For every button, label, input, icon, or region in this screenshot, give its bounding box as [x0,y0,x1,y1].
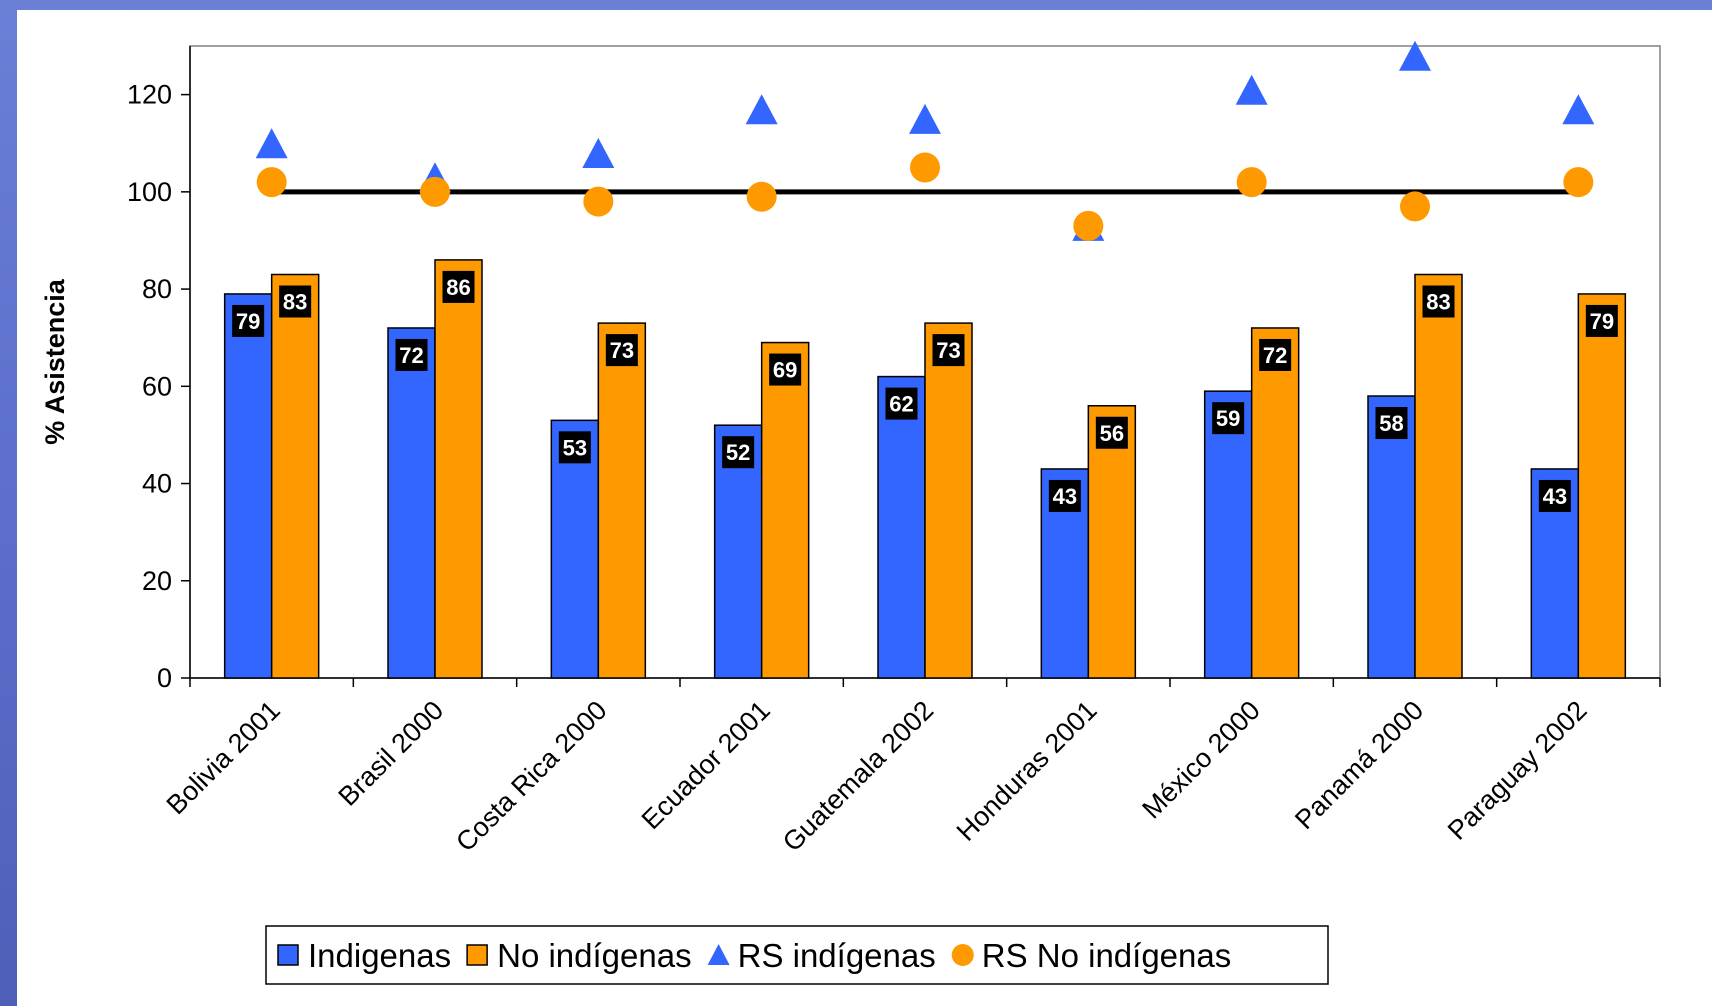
data-label: 52 [726,440,750,465]
data-label: 83 [283,289,307,314]
data-label: 58 [1379,411,1403,436]
data-label: 53 [563,435,587,460]
bar-no-indigenas [1087,405,1137,679]
data-label: 43 [1543,484,1567,509]
y-tick-label: 120 [127,80,172,110]
legend-item-rs-no-indigenas-label: RS No indígenas [982,937,1231,974]
rs-no-indigenas-marker [1400,191,1430,222]
data-label-box [1212,402,1245,435]
bar-no-indigenas [1577,293,1627,679]
data-label-box [722,436,755,469]
data-label: 72 [399,343,423,368]
legend [265,925,1329,985]
x-tick-label: Bolivia 2001 [161,695,286,820]
data-label: 62 [889,392,913,417]
data-label: 69 [773,358,797,383]
data-label-box [1048,479,1081,512]
x-tick-label: Honduras 2001 [951,695,1103,847]
legend-item-rs-no-indigenas-swatch [951,944,974,966]
y-axis-title: % Asistencia [40,278,70,445]
data-label: 72 [1263,343,1287,368]
data-label-box [442,270,475,303]
data-label: 73 [936,338,960,363]
data-label-box [932,334,965,367]
data-label: 59 [1216,406,1240,431]
bar-indigenas [1203,390,1253,679]
x-tick-label: Panamá 2000 [1289,695,1429,835]
legend-item-no-indigenas-label: No indígenas [497,937,691,974]
bar-indigenas [387,327,436,679]
bar-no-indigenas [434,259,483,679]
rs-no-indigenas-marker [1073,210,1104,241]
rs-no-indigenas-marker [256,167,287,198]
bar-no-indigenas [1250,327,1300,679]
rs-no-indigenas-marker [1563,167,1594,198]
bar-indigenas [877,375,926,679]
legend-item-indigenas-swatch [277,944,299,966]
data-label-box [558,431,591,464]
bar-indigenas [1367,395,1416,679]
data-label-box [1538,479,1571,512]
y-tick-label: 20 [142,566,172,596]
data-label-box [769,353,802,386]
data-label-box [232,304,265,337]
data-label-box [1259,338,1292,371]
bar-no-indigenas [1414,273,1463,679]
data-label: 73 [610,338,634,363]
x-tick-label: Ecuador 2001 [636,695,776,835]
data-label: 79 [1590,309,1614,334]
rs-no-indigenas-marker [1236,167,1267,198]
legend-item-no-indigenas-swatch [466,944,488,966]
data-label-box [1095,416,1128,449]
x-tick-label: Costa Rica 2000 [450,695,612,857]
rs-indigenas-marker [1235,74,1268,105]
rs-indigenas-marker [909,103,941,134]
data-label-box [885,387,918,420]
y-tick-label: 0 [157,663,172,693]
rs-no-indigenas-marker [583,186,614,217]
x-tick-label: Guatemala 2002 [777,695,939,857]
legend-item-rs-indigenas-swatch [707,944,730,965]
legend-item-indigenas-label: Indigenas [308,937,451,974]
bar-no-indigenas [760,341,810,679]
data-label: 86 [446,275,470,300]
rs-indigenas-marker [745,94,778,125]
x-tick-label: Paraguay 2002 [1442,695,1593,846]
y-tick-label: 40 [142,469,172,499]
rs-indigenas-marker [1562,94,1595,125]
data-label: 56 [1100,421,1124,446]
bar-no-indigenas [924,322,973,679]
rs-no-indigenas-marker [910,152,940,183]
x-tick-label: México 2000 [1136,695,1265,824]
data-label-box [279,285,312,318]
rs-no-indigenas-marker [420,176,450,207]
bar-indigenas [223,293,273,679]
data-label-box [1375,407,1408,440]
rs-indigenas-marker [255,128,288,159]
rs-no-indigenas-marker [746,181,777,212]
y-tick-label: 100 [127,177,172,207]
data-label-box [395,338,428,371]
data-label: 83 [1426,289,1450,314]
bar-no-indigenas [597,322,647,679]
y-tick-label: 60 [142,371,172,401]
data-label: 43 [1053,484,1077,509]
legend-item-rs-indigenas-label: RS indígenas [738,937,936,974]
data-label-box [605,334,638,367]
data-label-box [1422,285,1455,318]
data-label-box [1585,304,1618,337]
data-label: 79 [236,309,260,334]
bar-no-indigenas [270,273,320,679]
y-tick-label: 80 [142,274,172,304]
rs-indigenas-marker [1399,40,1431,71]
x-tick-label: Brasil 2000 [333,695,450,812]
rs-indigenas-marker [582,137,615,168]
